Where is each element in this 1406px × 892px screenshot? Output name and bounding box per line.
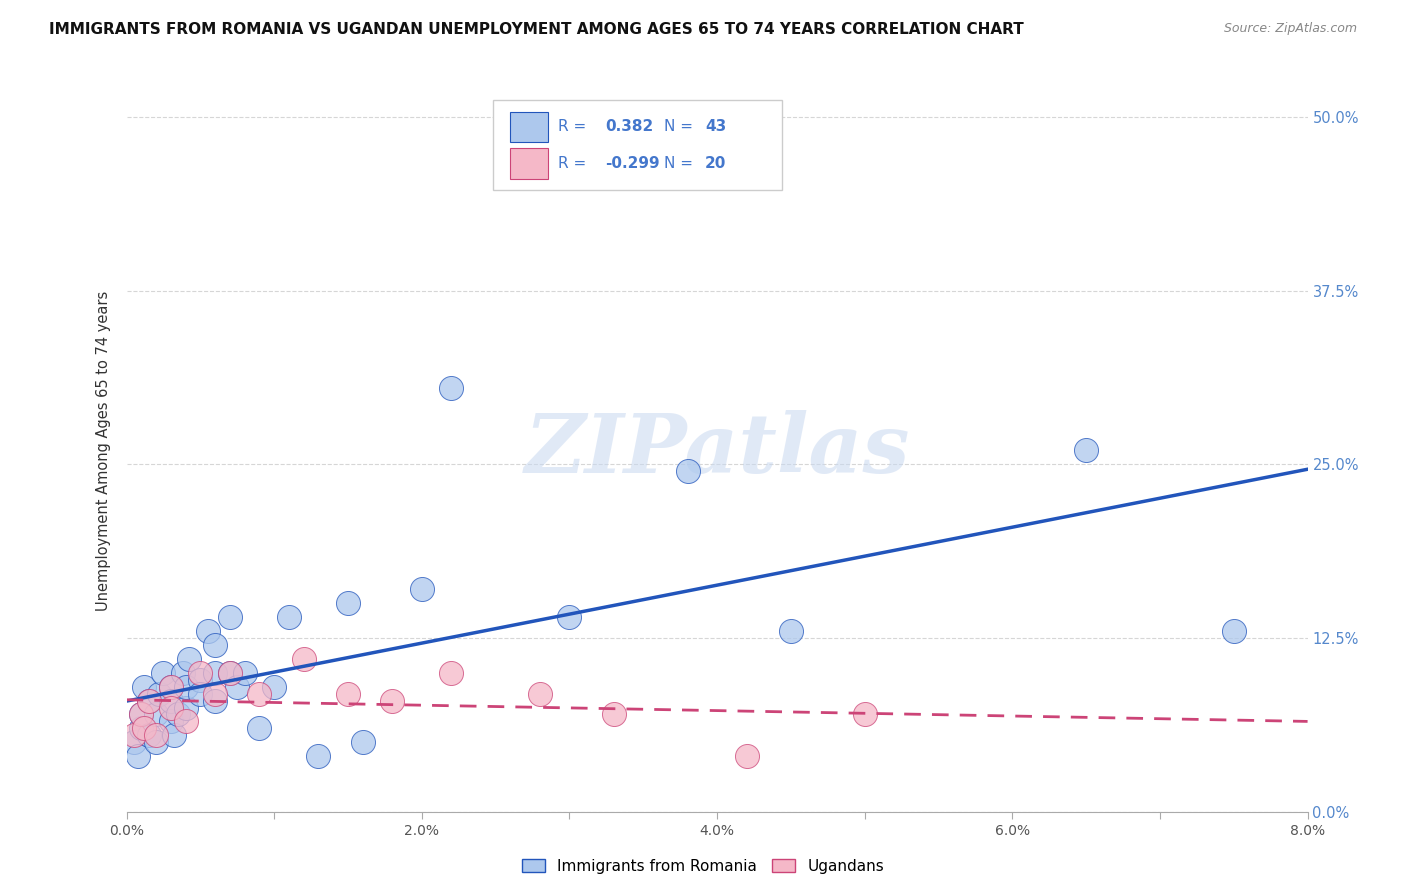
Text: N =: N =	[664, 120, 693, 135]
FancyBboxPatch shape	[492, 100, 782, 190]
Point	[337, 687, 360, 701]
Point	[226, 680, 249, 694]
Text: IMMIGRANTS FROM ROMANIA VS UGANDAN UNEMPLOYMENT AMONG AGES 65 TO 74 YEARS CORREL: IMMIGRANTS FROM ROMANIA VS UGANDAN UNEMP…	[49, 22, 1024, 37]
Point	[1223, 624, 1246, 639]
Text: ZIPatlas: ZIPatlas	[524, 410, 910, 491]
Point	[440, 665, 463, 680]
Point	[145, 735, 167, 749]
Point	[160, 693, 183, 707]
Legend: Immigrants from Romania, Ugandans: Immigrants from Romania, Ugandans	[516, 853, 890, 880]
Point	[779, 624, 801, 639]
Point	[204, 687, 226, 701]
Point	[337, 596, 360, 610]
Point	[160, 680, 183, 694]
Point	[145, 728, 167, 742]
Point	[204, 693, 226, 707]
Point	[172, 665, 194, 680]
Point	[134, 722, 156, 736]
Point	[853, 707, 876, 722]
Point	[352, 735, 374, 749]
Point	[249, 722, 271, 736]
Point	[160, 680, 183, 694]
Point	[160, 700, 183, 714]
Point	[177, 652, 200, 666]
Point	[174, 700, 197, 714]
Point	[148, 687, 170, 701]
Point	[411, 582, 433, 597]
Point	[219, 610, 242, 624]
Point	[188, 673, 212, 687]
Point	[219, 665, 242, 680]
Point	[735, 749, 758, 764]
Text: R =: R =	[558, 156, 586, 171]
Point	[676, 464, 699, 478]
Point	[204, 638, 226, 652]
Point	[197, 624, 219, 639]
Point	[249, 687, 271, 701]
Point	[278, 610, 301, 624]
Y-axis label: Unemployment Among Ages 65 to 74 years: Unemployment Among Ages 65 to 74 years	[96, 290, 111, 611]
Point	[529, 687, 551, 701]
Point	[263, 680, 285, 694]
Point	[307, 749, 329, 764]
Point	[122, 728, 145, 742]
Text: R =: R =	[558, 120, 586, 135]
Text: -0.299: -0.299	[605, 156, 659, 171]
Point	[440, 381, 463, 395]
Point	[174, 714, 197, 729]
FancyBboxPatch shape	[510, 148, 548, 178]
Text: N =: N =	[664, 156, 693, 171]
Point	[204, 665, 226, 680]
Point	[134, 680, 156, 694]
Text: 0.382: 0.382	[605, 120, 654, 135]
Point	[145, 707, 167, 722]
Point	[558, 610, 581, 624]
Point	[127, 749, 149, 764]
FancyBboxPatch shape	[510, 112, 548, 142]
Point	[233, 665, 256, 680]
Point	[188, 665, 212, 680]
Point	[129, 707, 153, 722]
Point	[163, 728, 186, 742]
Point	[138, 693, 160, 707]
Point	[160, 714, 183, 729]
Point	[152, 665, 174, 680]
Point	[188, 687, 212, 701]
Text: 20: 20	[706, 156, 727, 171]
Point	[219, 665, 242, 680]
Point	[138, 693, 160, 707]
Text: Source: ZipAtlas.com: Source: ZipAtlas.com	[1223, 22, 1357, 36]
Point	[129, 707, 153, 722]
Point	[292, 652, 315, 666]
Point	[174, 680, 197, 694]
Point	[603, 707, 626, 722]
Point	[381, 693, 404, 707]
Point	[138, 728, 160, 742]
Point	[167, 707, 190, 722]
Point	[1076, 443, 1098, 458]
Point	[129, 722, 153, 736]
Point	[122, 735, 145, 749]
Text: 43: 43	[706, 120, 727, 135]
